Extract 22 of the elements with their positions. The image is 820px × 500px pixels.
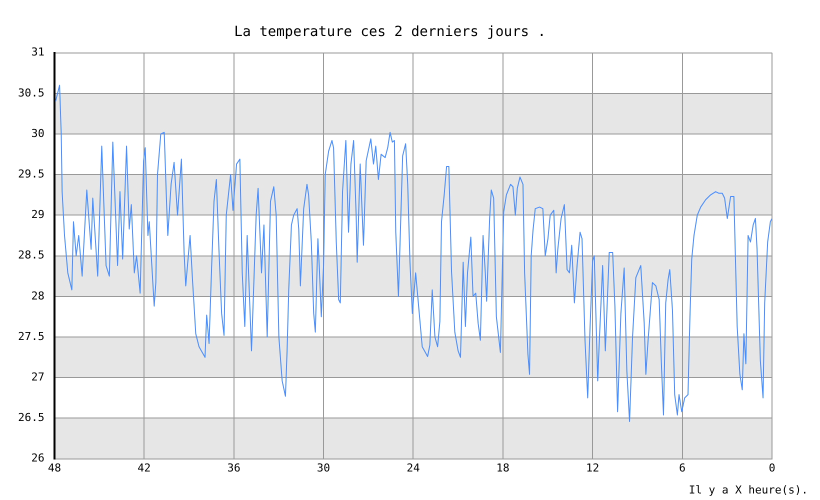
x-tick-label: 12: [586, 461, 600, 474]
y-tick-label: 31: [31, 46, 44, 59]
x-tick-label: 30: [316, 461, 330, 474]
y-tick-label: 27.5: [18, 330, 44, 343]
y-tick-label: 29: [31, 208, 44, 222]
y-tick-label: 30.5: [18, 86, 44, 100]
chart-title: La temperature ces 2 derniers jours .: [234, 24, 546, 40]
y-tick-label: 27: [31, 370, 44, 384]
y-tick-label: 29.5: [18, 167, 44, 180]
y-tick-label: 26: [31, 452, 44, 465]
x-tick-label: 6: [679, 461, 686, 474]
x-tick-label: 42: [138, 461, 151, 474]
y-tick-label: 26.5: [18, 411, 44, 424]
y-tick-label: 30: [31, 126, 44, 140]
x-tick-label: 0: [768, 461, 776, 474]
x-axis-title: Il y a X heure(s).: [688, 483, 808, 496]
x-tick-label: 48: [48, 461, 62, 474]
x-tick-label: 24: [406, 461, 420, 474]
x-tick-label: 36: [227, 461, 240, 474]
y-tick-label: 28: [31, 289, 44, 302]
y-tick-label: 28.5: [18, 248, 44, 262]
x-tick-label: 18: [496, 461, 510, 474]
